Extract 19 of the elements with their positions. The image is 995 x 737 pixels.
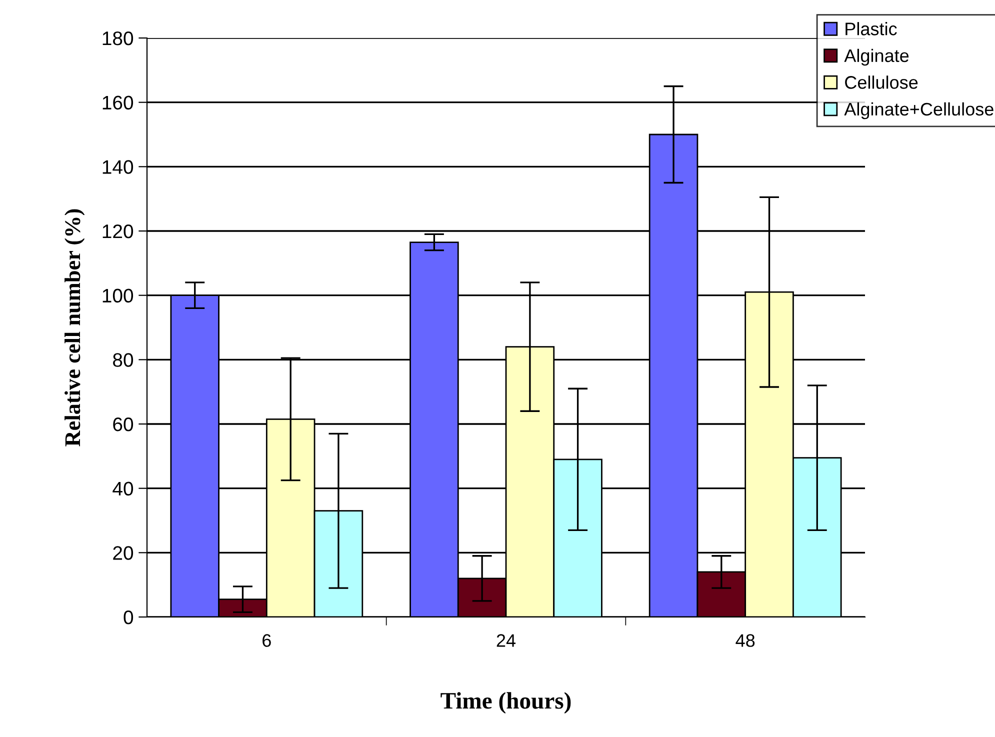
legend-label: Alginate	[844, 48, 909, 66]
y-tick-label: 160	[102, 96, 134, 110]
x-axis-title: Time (hours)	[440, 692, 571, 714]
y-tick-label: 120	[102, 224, 134, 238]
legend-label: Plastic	[846, 22, 897, 36]
y-tick-label: 180	[102, 31, 134, 46]
legend-label: Cellulose	[845, 76, 918, 89]
y-tick-label: 100	[102, 288, 134, 303]
y-tick-label: 140	[102, 160, 134, 174]
x-tick-label: 24	[496, 634, 516, 647]
y-tick-label: 20	[113, 546, 134, 560]
y-tick-label: 60	[113, 417, 134, 432]
y-tick-label: 0	[124, 610, 134, 624]
y-tick-label: 80	[113, 353, 134, 367]
x-tick-label: 48	[736, 634, 755, 647]
legend-label: Alginate+Cellulose	[844, 102, 994, 120]
y-tick-label: 40	[112, 482, 134, 496]
x-tick-label: 6	[262, 634, 271, 647]
y-axis-title: Relative cell number (%)	[64, 209, 85, 446]
